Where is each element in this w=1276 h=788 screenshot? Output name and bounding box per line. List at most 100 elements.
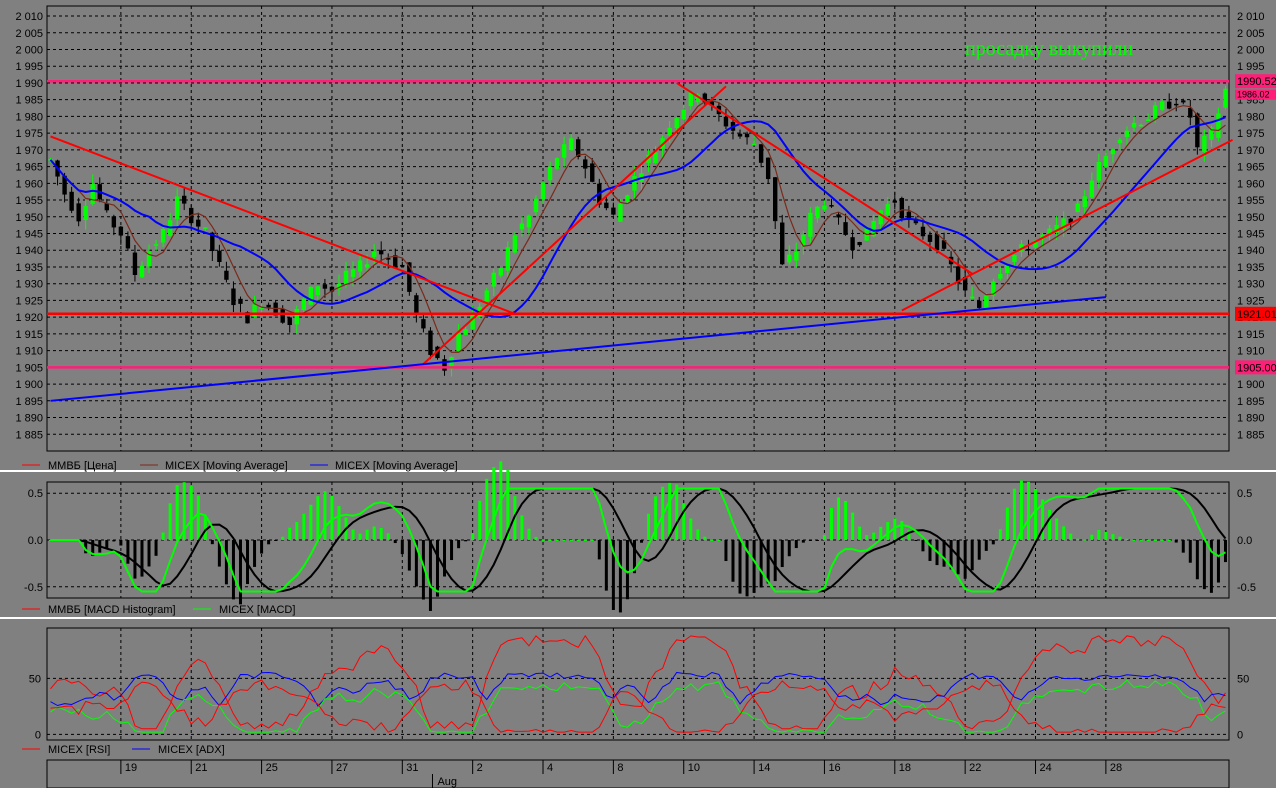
x-axis-tick-label: 21 — [195, 762, 207, 774]
price-y-tick-label: 1 930 — [1237, 279, 1265, 291]
candle-body — [751, 143, 757, 146]
macd-histogram-bar — [295, 521, 299, 540]
candle-body — [913, 218, 919, 224]
adx-line — [50, 671, 1226, 707]
macd-line — [50, 487, 1227, 593]
price-y-tick-label: 1 970 — [15, 145, 43, 157]
candle-body — [568, 138, 574, 151]
x-axis-tick-label: 31 — [406, 762, 418, 774]
candle-body — [315, 286, 321, 296]
macd-histogram-bar — [210, 540, 214, 545]
price-y-tick-label: 1 915 — [15, 329, 43, 341]
x-axis-tick-label: 4 — [547, 762, 553, 774]
macd-histogram-bar — [555, 540, 559, 541]
macd-histogram-bar — [963, 540, 967, 579]
price-y-tick-label: 1 990 — [15, 78, 43, 90]
candle-body — [822, 205, 827, 210]
price-y-tick-label: 2 000 — [1237, 44, 1265, 56]
legend-label-macd-hist: ММВБ [MACD Histogram] — [48, 604, 176, 616]
macd-histogram-bar — [161, 532, 165, 540]
macd-histogram-bar — [1062, 526, 1066, 540]
macd-histogram-bar — [1209, 540, 1213, 593]
macd-histogram-bar — [1083, 539, 1087, 541]
candle-body — [934, 234, 940, 251]
macd-histogram-bar — [900, 520, 904, 540]
candle-body — [428, 330, 433, 355]
candle-body — [153, 244, 159, 246]
macd-histogram-bar — [443, 540, 447, 577]
macd-histogram-bar — [457, 540, 461, 549]
candle-body — [625, 195, 630, 203]
candle-body — [1082, 196, 1087, 208]
macd-histogram-bar — [773, 540, 777, 582]
candle-body — [336, 283, 342, 289]
price-y-tick-label: 2 000 — [15, 44, 43, 56]
macd-histogram-bar — [914, 540, 918, 541]
price-y-tick-label: 1 890 — [15, 413, 43, 425]
price-y-tick-label: 1 960 — [1237, 178, 1265, 190]
price-y-tick-label: 1 900 — [1237, 379, 1265, 391]
price-y-tick-label: 1 930 — [15, 279, 43, 291]
candle-body — [829, 205, 834, 207]
macd-histogram-bar — [703, 536, 707, 540]
macd-histogram-bar — [1223, 540, 1227, 563]
candle-body — [1202, 135, 1207, 153]
macd-histogram-bar — [710, 540, 714, 541]
macd-histogram-bar — [316, 496, 320, 540]
candle-body — [772, 177, 778, 222]
x-axis-month-label: Aug — [437, 776, 457, 788]
price-y-tick-label: 2 005 — [1237, 28, 1265, 40]
dmi-minus-line — [50, 679, 1226, 733]
price-y-tick-label: 2 010 — [1237, 11, 1265, 23]
macd-histogram-bar — [618, 540, 622, 613]
candle-body — [850, 237, 855, 251]
candle-body — [653, 152, 658, 164]
macd-histogram-bar — [126, 540, 130, 564]
macd-histogram-bar — [604, 540, 608, 591]
macd-histogram-bar — [640, 540, 644, 543]
macd-histogram-bar — [780, 540, 784, 568]
candle-body — [533, 198, 539, 213]
candle-body — [350, 269, 356, 278]
candle-body — [1110, 149, 1116, 155]
macd-histogram-bar — [949, 540, 953, 570]
macd-histogram-bar — [1160, 540, 1164, 541]
candle-body — [1054, 225, 1059, 233]
macd-histogram-bar — [991, 540, 995, 545]
price-y-tick-label: 1 980 — [1237, 111, 1265, 123]
macd-histogram-bar — [724, 540, 728, 562]
macd-histogram-bar — [822, 535, 826, 540]
candle-body — [322, 284, 328, 289]
candle-body — [892, 200, 898, 203]
candle-body — [575, 139, 581, 157]
macd-histogram-bar — [253, 540, 257, 567]
price-y-tick-label: 1 935 — [1237, 262, 1265, 274]
macd-histogram-bar — [520, 515, 524, 540]
macd-histogram-bar — [668, 482, 672, 540]
macd-histogram-bar — [189, 485, 193, 540]
chart-annotation: просадку выкупили — [965, 38, 1134, 60]
price-y-tick-label: 1 950 — [1237, 212, 1265, 224]
macd-histogram-bar — [1019, 480, 1023, 540]
macd-y-tick-label: 0.5 — [28, 488, 43, 500]
macd-histogram-bar — [562, 540, 566, 541]
candle-body — [449, 356, 454, 370]
macd-histogram-bar — [1132, 540, 1136, 541]
macd-histogram-bar — [1090, 534, 1094, 540]
macd-histogram-bar — [977, 540, 981, 560]
candle-body — [962, 276, 968, 291]
candle-body — [1159, 101, 1165, 110]
macd-histogram-bar — [689, 518, 693, 540]
macd-legend: ММВБ [MACD Histogram] MICEX [MACD] — [22, 604, 295, 616]
legend-label-adx: MICEX [ADX] — [158, 744, 225, 756]
macd-histogram-bar — [1005, 507, 1009, 540]
macd-histogram-bar — [196, 495, 200, 540]
candle-body — [1096, 161, 1102, 181]
macd-histogram-bar — [414, 540, 418, 587]
candle-body — [991, 281, 996, 296]
macd-histogram-bar — [1097, 529, 1101, 540]
candle-body — [744, 133, 750, 138]
macd-histogram-bar — [224, 540, 228, 585]
rsi-grid — [47, 628, 1229, 740]
rsi-legend: MICEX [RSI] MICEX [ADX] — [22, 744, 225, 756]
